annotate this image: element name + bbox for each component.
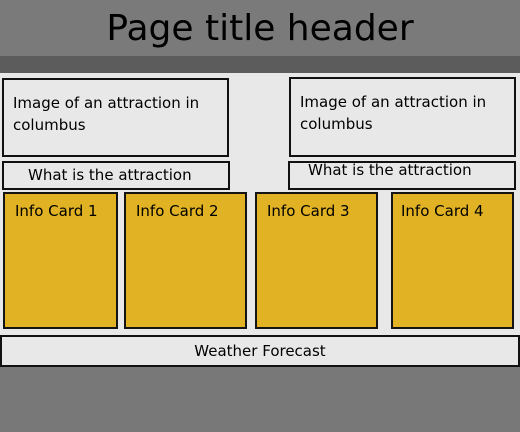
info-card-1[interactable]: Info Card 1 (3, 192, 118, 329)
page-title: Page title header (106, 8, 414, 49)
info-card-2-label: Info Card 2 (136, 202, 219, 220)
weather-forecast-bar[interactable]: Weather Forecast (0, 335, 520, 367)
info-card-4[interactable]: Info Card 4 (391, 192, 514, 329)
attraction-caption-1-text: What is the attraction (28, 166, 192, 184)
attraction-image-2[interactable]: Image of an attraction in columbus (289, 77, 516, 157)
attraction-caption-2-text: What is the attraction (308, 161, 472, 179)
weather-forecast-label: Weather Forecast (194, 342, 326, 360)
attraction-image-2-text: Image of an attraction in columbus (300, 93, 487, 133)
info-card-3[interactable]: Info Card 3 (255, 192, 378, 329)
page-header: Page title header (0, 0, 520, 56)
info-card-4-label: Info Card 4 (401, 202, 484, 220)
attraction-image-1[interactable]: Image of an attraction in columbus (2, 78, 229, 157)
attraction-caption-2: What is the attraction (288, 161, 516, 190)
attraction-image-1-text: Image of an attraction in columbus (13, 94, 200, 134)
info-card-1-label: Info Card 1 (15, 202, 98, 220)
info-card-2[interactable]: Info Card 2 (124, 192, 247, 329)
info-card-3-label: Info Card 3 (267, 202, 350, 220)
main-content: Image of an attraction in columbus What … (0, 73, 520, 367)
header-bar (0, 56, 520, 73)
attraction-caption-1: What is the attraction (2, 161, 230, 190)
